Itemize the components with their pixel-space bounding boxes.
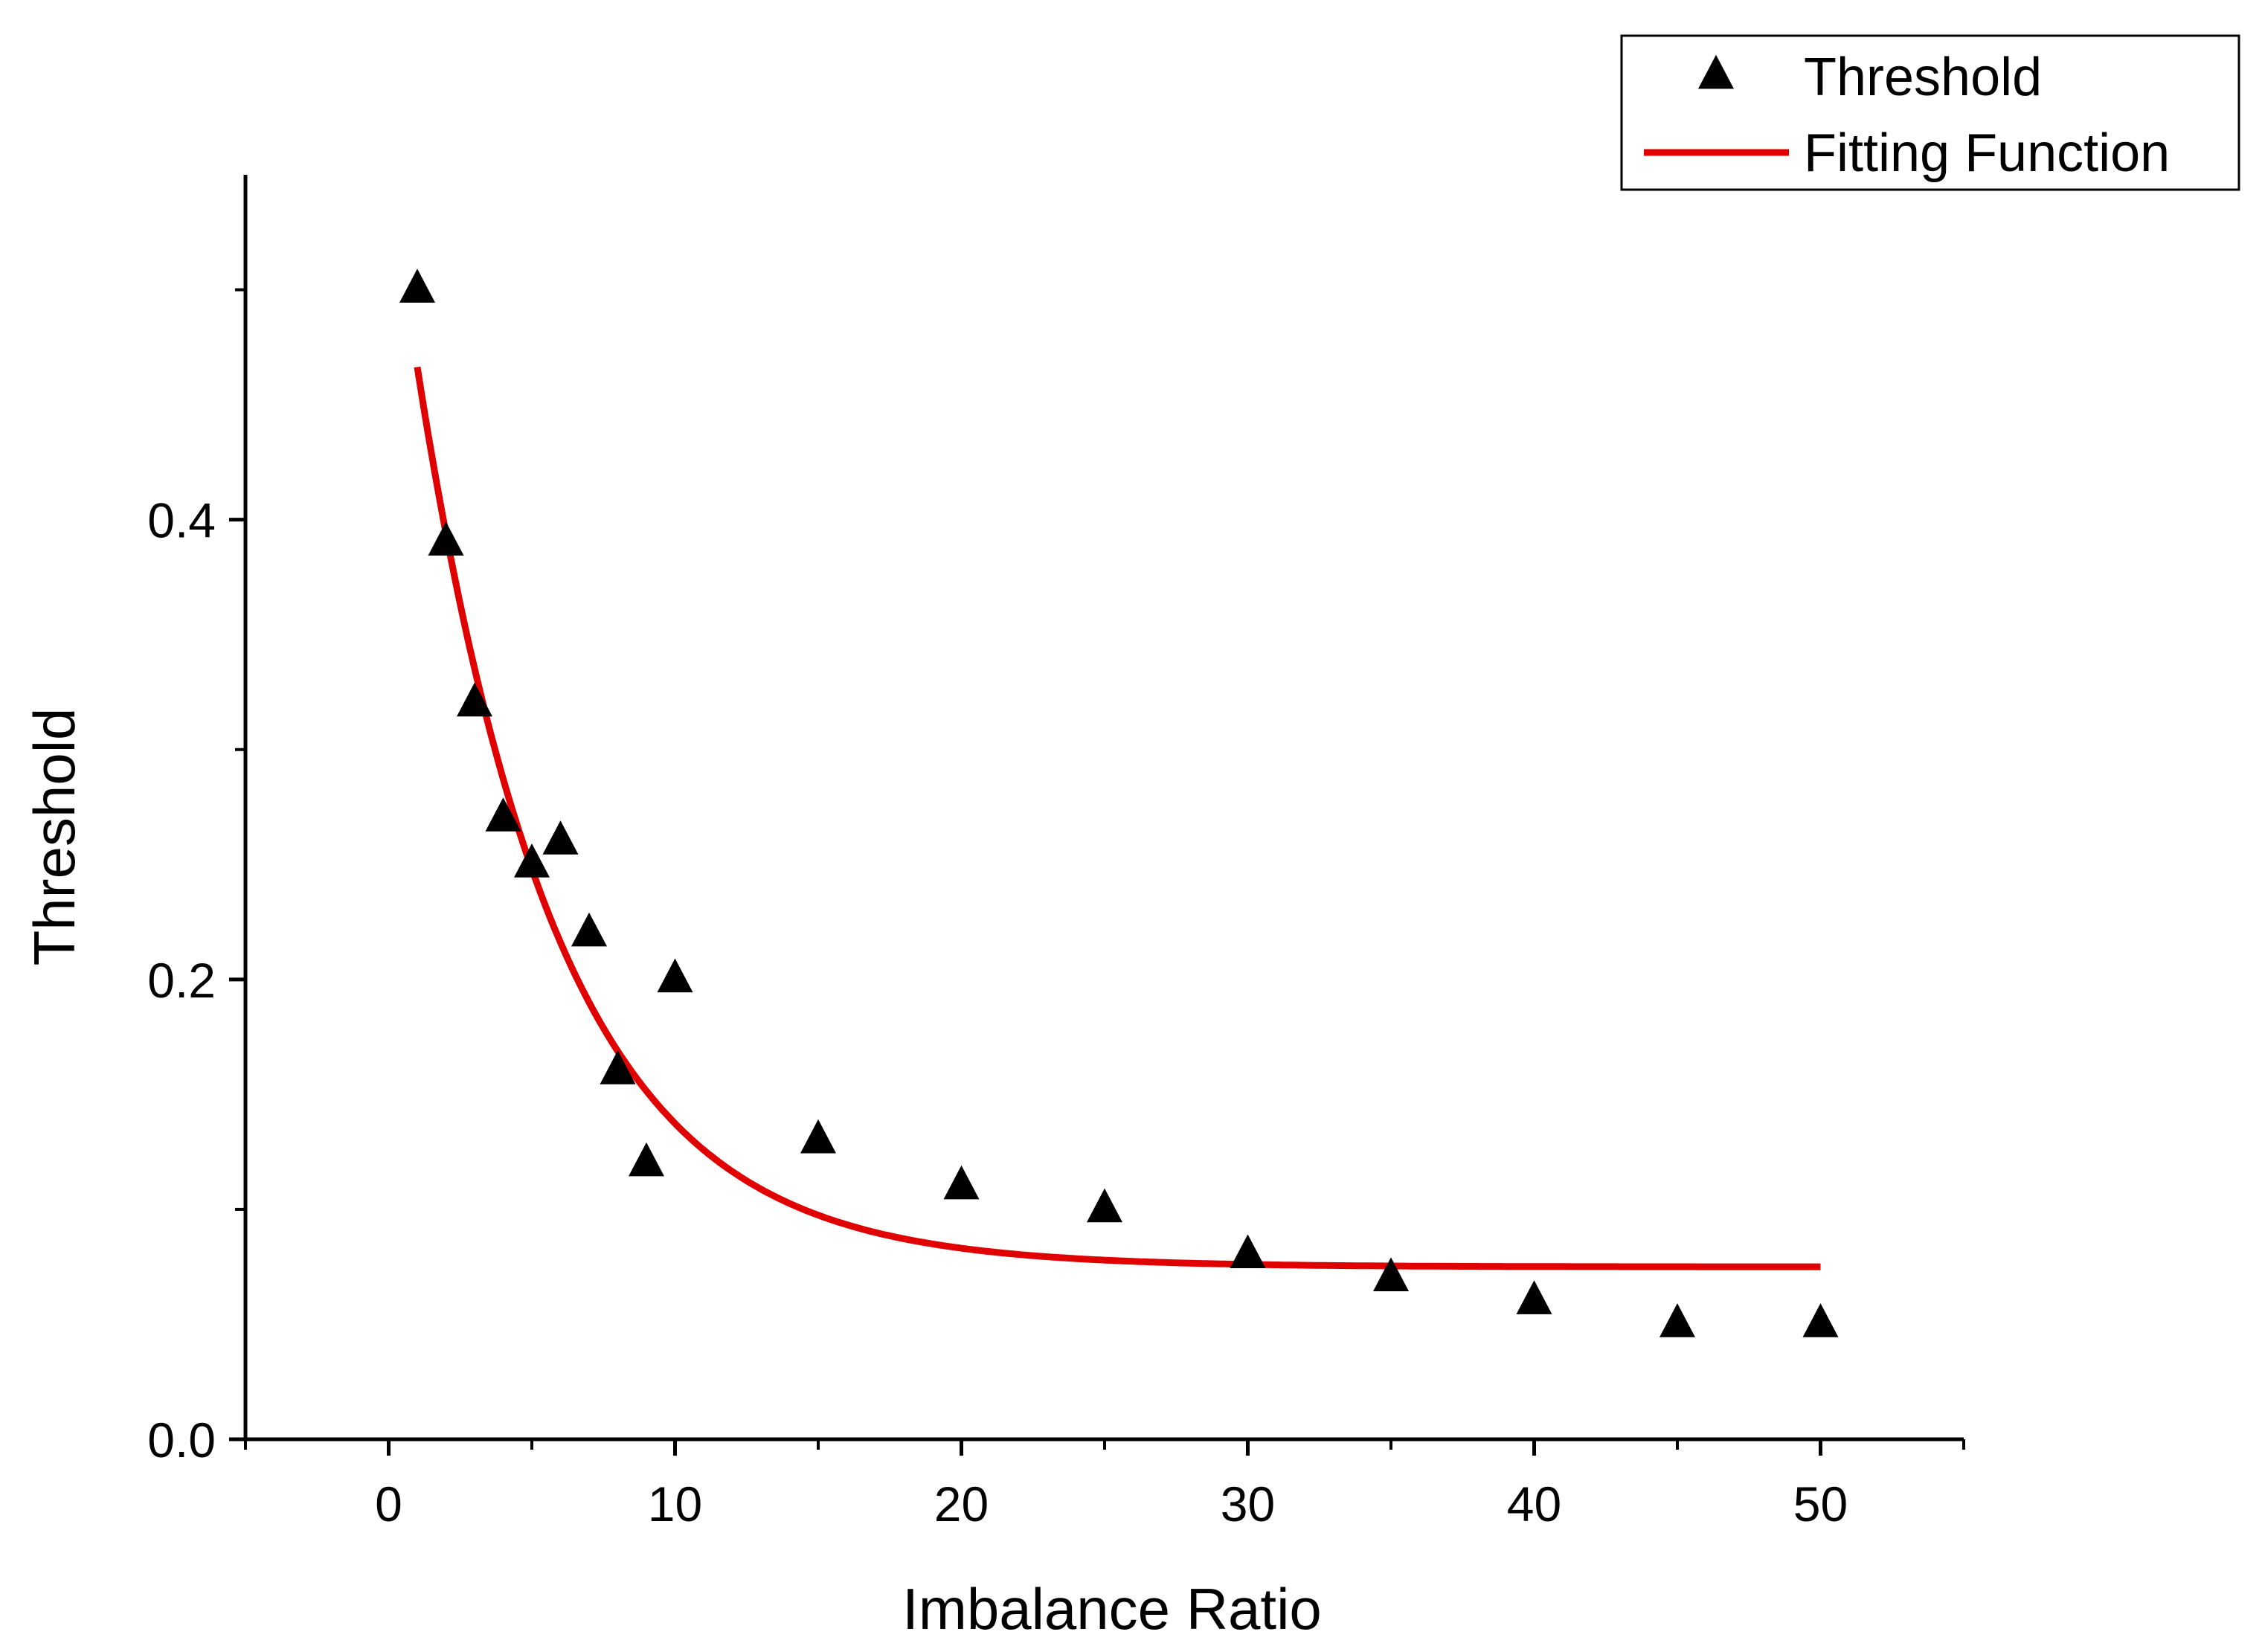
data-point-threshold [399,269,435,303]
data-point-threshold [1087,1188,1122,1223]
x-tick-label: 20 [934,1476,989,1532]
y-tick-label: 0.0 [147,1412,216,1468]
data-point-threshold [457,682,492,717]
x-tick-label: 30 [1221,1476,1275,1532]
x-axis-title: Imbalance Ratio [902,1576,1322,1642]
data-point-threshold [542,820,579,855]
data-point-threshold [1802,1303,1839,1337]
x-tick-label: 50 [1793,1476,1848,1532]
legend-box [1620,34,2240,191]
legend-label-fit: Fitting Function [1804,123,2170,183]
data-point-threshold [428,521,464,556]
y-tick-label: 0.2 [147,953,216,1008]
y-axis-title: Threshold [22,708,87,966]
data-point-threshold [657,958,693,993]
y-tick-label: 0.4 [147,493,216,548]
legend-marker-threshold [1698,54,1734,89]
data-point-threshold [1659,1303,1695,1337]
data-point-threshold [485,797,521,832]
fit-curve [414,366,1821,1270]
fit-layer [414,366,1821,1270]
x-tick-label: 0 [375,1476,402,1532]
data-point-threshold [600,1050,636,1084]
points-layer [399,269,1839,1337]
data-point-threshold [629,1142,664,1177]
legend: Threshold Fitting Function [1620,34,2240,191]
ticks-layer: 0 10 20 30 40 50 0.0 0.2 0.4 [147,288,1965,1532]
x-tick-label: 40 [1507,1476,1561,1532]
data-point-threshold [514,843,550,878]
data-point-threshold [943,1165,980,1200]
data-point-threshold [800,1119,836,1154]
data-point-threshold [1373,1257,1409,1291]
data-point-threshold [1516,1280,1552,1314]
data-point-threshold [1230,1234,1266,1269]
legend-label-threshold: Threshold [1804,48,2042,107]
x-tick-label: 10 [648,1476,702,1532]
data-point-threshold [571,912,607,947]
